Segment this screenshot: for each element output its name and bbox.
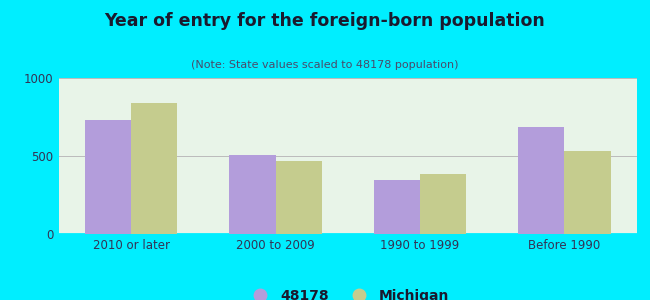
Text: (Note: State values scaled to 48178 population): (Note: State values scaled to 48178 popu… xyxy=(191,60,459,70)
Bar xyxy=(131,103,177,234)
Bar xyxy=(374,180,420,234)
Bar xyxy=(518,127,564,234)
Bar xyxy=(276,161,322,234)
Text: Year of entry for the foreign-born population: Year of entry for the foreign-born popul… xyxy=(105,12,545,30)
Bar xyxy=(84,120,131,234)
Bar xyxy=(229,155,276,234)
Legend: 48178, Michigan: 48178, Michigan xyxy=(241,283,454,300)
Bar xyxy=(564,151,611,234)
Bar xyxy=(420,174,466,234)
